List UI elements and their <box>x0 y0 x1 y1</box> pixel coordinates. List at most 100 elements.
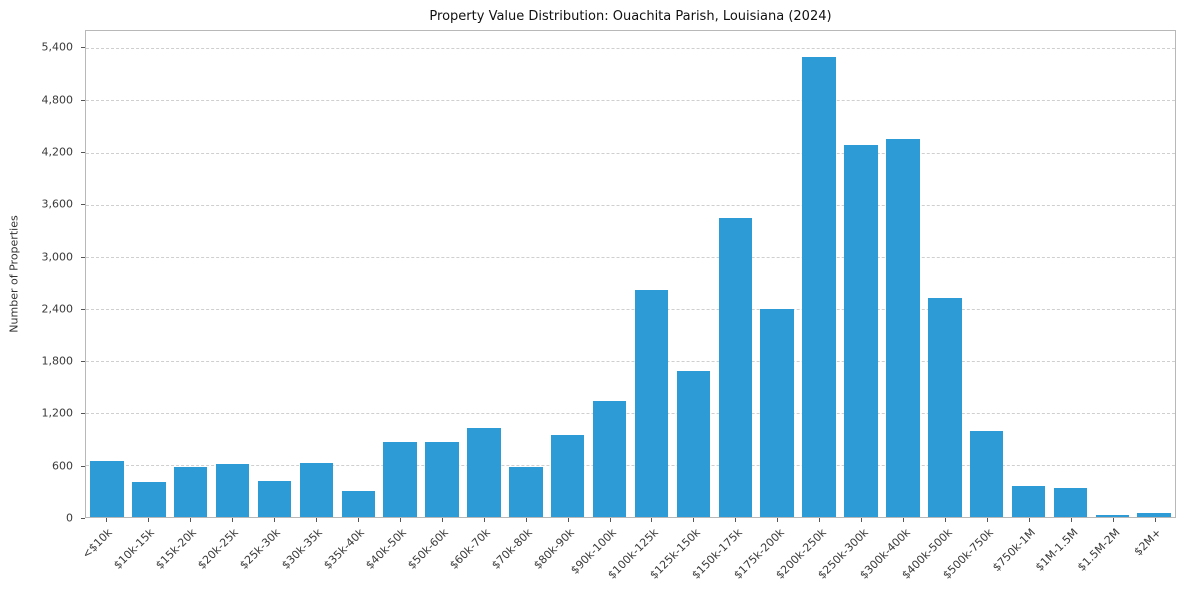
bar-slot <box>1091 31 1133 517</box>
x-tick-label: $15k-20k <box>153 526 200 572</box>
y-tick-mark <box>81 361 85 363</box>
bar-slot <box>379 31 421 517</box>
x-tick-mark <box>147 518 149 522</box>
bar-slot <box>1049 31 1091 517</box>
x-tick-mark <box>525 518 527 522</box>
y-tick-mark <box>81 465 85 467</box>
bar-$2M+ <box>1137 513 1171 517</box>
x-tick-mark <box>1029 518 1031 522</box>
y-tick-label: 5,400 <box>41 40 74 54</box>
bar-slot <box>170 31 212 517</box>
y-tick-mark <box>81 204 85 206</box>
y-tick-label: 4,200 <box>41 145 74 159</box>
y-tick-mark <box>81 413 85 415</box>
x-tick-mark <box>105 518 107 522</box>
gridline <box>86 100 1175 102</box>
chart-title: Property Value Distribution: Ouachita Pa… <box>429 9 832 24</box>
x-tick-mark <box>987 518 989 522</box>
bar-slot <box>631 31 673 517</box>
y-tick-label: 2,400 <box>41 302 74 316</box>
y-tick-label: 4,800 <box>41 93 74 107</box>
x-tick-mark <box>735 518 737 522</box>
bar-slot <box>1133 31 1175 517</box>
y-tick-mark <box>81 308 85 310</box>
y-tick-label: 3,600 <box>41 197 74 211</box>
x-tick-label: <$10k <box>80 526 116 562</box>
bar-series <box>86 31 1175 517</box>
bar-slot <box>547 31 589 517</box>
x-tick-mark <box>189 518 191 522</box>
x-tick-label: $1.5M-2M <box>1074 526 1123 574</box>
bar-slot <box>212 31 254 517</box>
gridline <box>86 360 1175 362</box>
gridline <box>86 204 1175 206</box>
x-tick-mark <box>903 518 905 522</box>
bar-$400k-500k <box>928 298 962 517</box>
bar-$150k-175k <box>718 217 753 517</box>
x-tick-mark <box>399 518 401 522</box>
bar-slot <box>840 31 882 517</box>
gridline <box>86 152 1175 154</box>
bar-slot <box>924 31 966 517</box>
x-tick-mark <box>693 518 695 522</box>
x-tick-label: $40k-50k <box>363 526 409 572</box>
bar-$250k-300k <box>844 144 878 517</box>
x-tick-mark <box>273 518 275 522</box>
y-tick-label: 0 <box>66 511 73 525</box>
bar-slot <box>505 31 547 517</box>
x-tick-mark <box>315 518 317 522</box>
x-tick-label: $1M-1.5M <box>1032 526 1081 574</box>
bar-$50k-60k <box>425 442 459 517</box>
x-tick-mark <box>483 518 485 522</box>
x-tick-mark <box>1071 518 1073 522</box>
bar-$15k-20k <box>173 466 208 517</box>
gridline <box>86 308 1175 310</box>
bar-$125k-150k <box>676 371 711 517</box>
bar-slot <box>966 31 1008 517</box>
gridline <box>86 256 1175 258</box>
x-tick-label: $60k-70k <box>447 526 493 572</box>
bar-$30k-35k <box>299 463 334 517</box>
bar-$1.5M-2M <box>1095 515 1130 517</box>
x-tick-mark <box>1155 518 1157 522</box>
y-tick-mark <box>81 47 85 49</box>
x-tick-label: $2M+ <box>1131 526 1165 559</box>
x-tick-mark <box>441 518 443 522</box>
bar-slot <box>421 31 463 517</box>
gridline <box>86 48 1175 50</box>
bar-$750k-1M <box>1011 485 1046 517</box>
y-tick-mark <box>81 99 85 101</box>
bar-slot <box>882 31 924 517</box>
x-tick-label: $10k-15k <box>111 526 158 572</box>
bar-slot <box>672 31 714 517</box>
bar-slot <box>756 31 798 517</box>
x-axis: <$10k $10k-15k $15k-20k $20k-25k $25k-30k $30… <box>80 518 1176 590</box>
y-tick-mark <box>81 518 85 519</box>
bar-$300k-400k <box>886 139 920 517</box>
plot-area <box>85 30 1176 518</box>
y-tick-label: 3,000 <box>41 250 74 264</box>
bar-$20k-25k <box>215 464 250 517</box>
y-tick-label: 600 <box>52 459 73 473</box>
bar-$500k-750k <box>969 431 1004 517</box>
bar-slot <box>714 31 756 517</box>
x-tick-mark <box>945 518 947 522</box>
x-tick-label: $70k-80k <box>489 526 535 572</box>
bar-slot <box>463 31 505 517</box>
x-tick-mark <box>609 518 611 522</box>
bar-slot <box>337 31 379 517</box>
bar-$175k-200k <box>760 308 794 517</box>
x-tick-label: $750k-1M <box>990 526 1039 574</box>
bar-$35k-40k <box>341 490 376 517</box>
x-tick-mark <box>819 518 821 522</box>
bar-<$10k <box>90 460 124 517</box>
x-tick-mark <box>567 518 569 522</box>
bar-slot <box>295 31 337 517</box>
y-tick-label: 1,800 <box>41 354 74 368</box>
bar-slot <box>589 31 631 517</box>
x-tick-label: $20k-25k <box>195 526 242 572</box>
bar-slot <box>1008 31 1050 517</box>
x-tick-mark <box>651 518 653 522</box>
bar-$10k-15k <box>132 482 166 517</box>
bar-$200k-250k <box>802 57 836 517</box>
